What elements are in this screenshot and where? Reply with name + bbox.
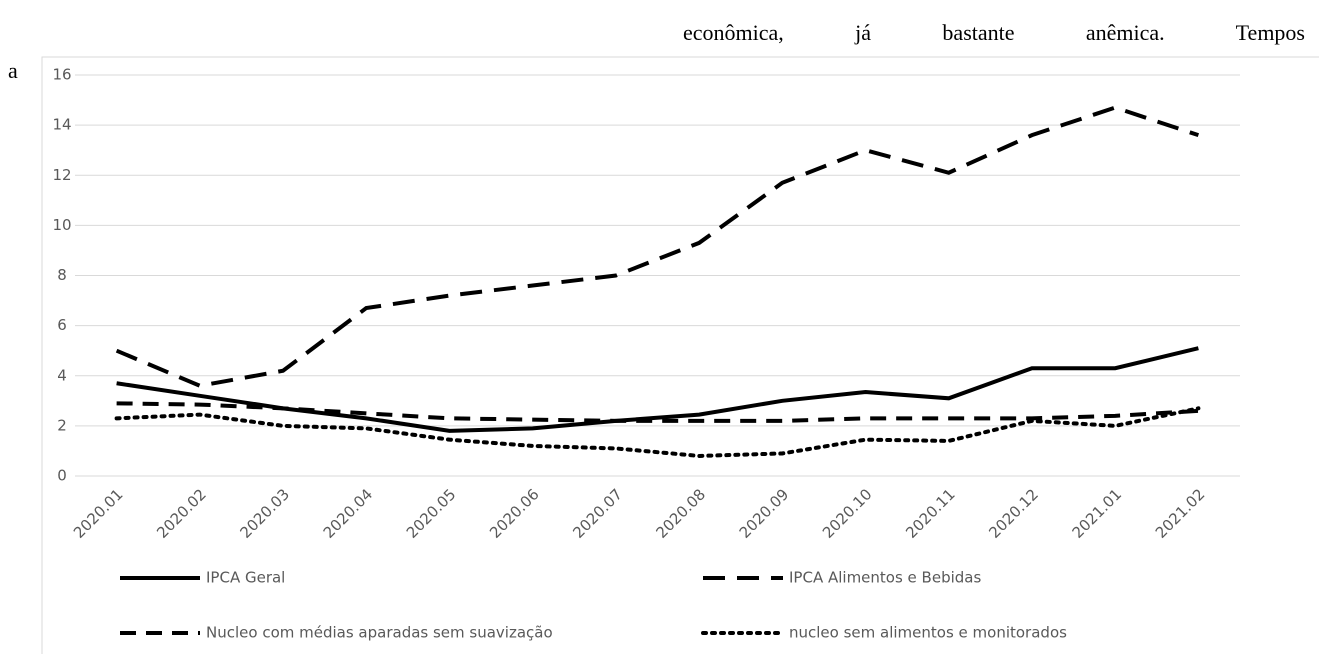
x-tick-label: 2020.01 bbox=[70, 485, 127, 542]
y-tick-label: 12 bbox=[52, 166, 71, 184]
legend-label: Nucleo com médias aparadas sem suavizaçã… bbox=[206, 624, 553, 642]
x-tick-label: 2020.04 bbox=[320, 485, 377, 542]
x-tick-label: 2020.07 bbox=[569, 485, 626, 542]
y-tick-label: 6 bbox=[57, 316, 67, 334]
y-tick-label: 2 bbox=[57, 416, 67, 434]
y-tick-label: 14 bbox=[52, 116, 71, 134]
body-text: a bbox=[8, 58, 18, 83]
x-tick-label: 2020.09 bbox=[736, 485, 793, 542]
y-tick-label: 10 bbox=[52, 216, 71, 234]
legend-label: IPCA Geral bbox=[206, 569, 285, 587]
series-line bbox=[114, 406, 1201, 458]
legend-label: IPCA Alimentos e Bebidas bbox=[789, 569, 981, 587]
x-tick-label: 2020.06 bbox=[486, 485, 543, 542]
x-tick-label: 2020.03 bbox=[236, 485, 293, 542]
x-tick-label: 2021.01 bbox=[1069, 485, 1126, 542]
y-tick-label: 4 bbox=[57, 366, 67, 384]
x-tick-label: 2020.10 bbox=[819, 485, 876, 542]
series-line bbox=[115, 105, 1200, 388]
x-tick-label: 2020.12 bbox=[985, 485, 1042, 542]
y-tick-label: 0 bbox=[57, 467, 67, 485]
x-tick-label: 2021.02 bbox=[1152, 485, 1209, 542]
x-tick-label: 2020.08 bbox=[653, 485, 710, 542]
chart-frame bbox=[41, 56, 1319, 654]
y-tick-label: 8 bbox=[57, 266, 67, 284]
series-line bbox=[116, 346, 1199, 433]
x-tick-label: 2020.11 bbox=[902, 485, 959, 542]
x-tick-label: 2020.05 bbox=[403, 485, 460, 542]
legend-label: nucleo sem alimentos e monitorados bbox=[789, 624, 1067, 642]
y-tick-label: 16 bbox=[52, 66, 71, 84]
x-tick-label: 2020.02 bbox=[153, 485, 210, 542]
body-text: econômica, já bastante anêmica. Tempos bbox=[683, 20, 1305, 45]
